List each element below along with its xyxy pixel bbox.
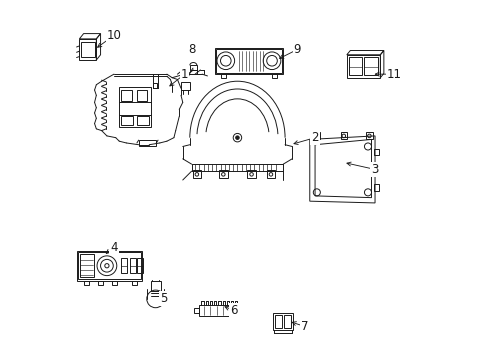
Circle shape: [235, 136, 239, 139]
Text: 10: 10: [106, 29, 121, 42]
Bar: [198, 305, 237, 316]
Bar: [121, 90, 131, 100]
Bar: [374, 184, 378, 190]
Bar: [153, 83, 157, 87]
Text: 11: 11: [386, 68, 401, 81]
Bar: [150, 280, 160, 291]
Bar: [192, 171, 201, 178]
Bar: [214, 48, 283, 74]
Bar: [78, 252, 141, 279]
Bar: [119, 86, 151, 127]
Bar: [220, 74, 225, 78]
Text: 1: 1: [181, 68, 188, 81]
Bar: [374, 167, 378, 173]
Text: 6: 6: [230, 304, 237, 317]
Bar: [121, 258, 127, 274]
Bar: [216, 49, 281, 73]
Text: 8: 8: [187, 43, 195, 56]
Bar: [131, 280, 137, 285]
Bar: [346, 55, 380, 78]
Bar: [81, 42, 94, 57]
Text: 4: 4: [110, 240, 118, 253]
Bar: [219, 171, 227, 178]
Bar: [137, 90, 147, 100]
Bar: [84, 280, 89, 285]
Text: 9: 9: [293, 43, 301, 56]
Bar: [274, 315, 281, 328]
Bar: [271, 74, 277, 78]
Text: 7: 7: [300, 320, 307, 333]
Bar: [366, 132, 372, 139]
Bar: [284, 315, 290, 328]
Bar: [340, 132, 346, 139]
Bar: [112, 280, 117, 285]
Bar: [348, 57, 361, 75]
Bar: [272, 313, 293, 330]
Bar: [364, 57, 377, 75]
Bar: [313, 132, 319, 139]
Bar: [98, 280, 103, 285]
Bar: [374, 149, 378, 155]
Bar: [247, 171, 255, 178]
Text: 3: 3: [370, 163, 378, 176]
Bar: [190, 65, 196, 69]
Bar: [266, 171, 275, 178]
Bar: [181, 82, 189, 90]
Bar: [79, 39, 96, 60]
Bar: [121, 117, 133, 125]
Bar: [194, 308, 198, 313]
Text: 5: 5: [160, 292, 167, 305]
Bar: [137, 117, 149, 125]
Bar: [139, 140, 156, 147]
Bar: [130, 258, 136, 274]
Bar: [80, 254, 94, 277]
Bar: [137, 258, 143, 274]
Text: 2: 2: [311, 131, 318, 144]
Bar: [77, 251, 142, 280]
